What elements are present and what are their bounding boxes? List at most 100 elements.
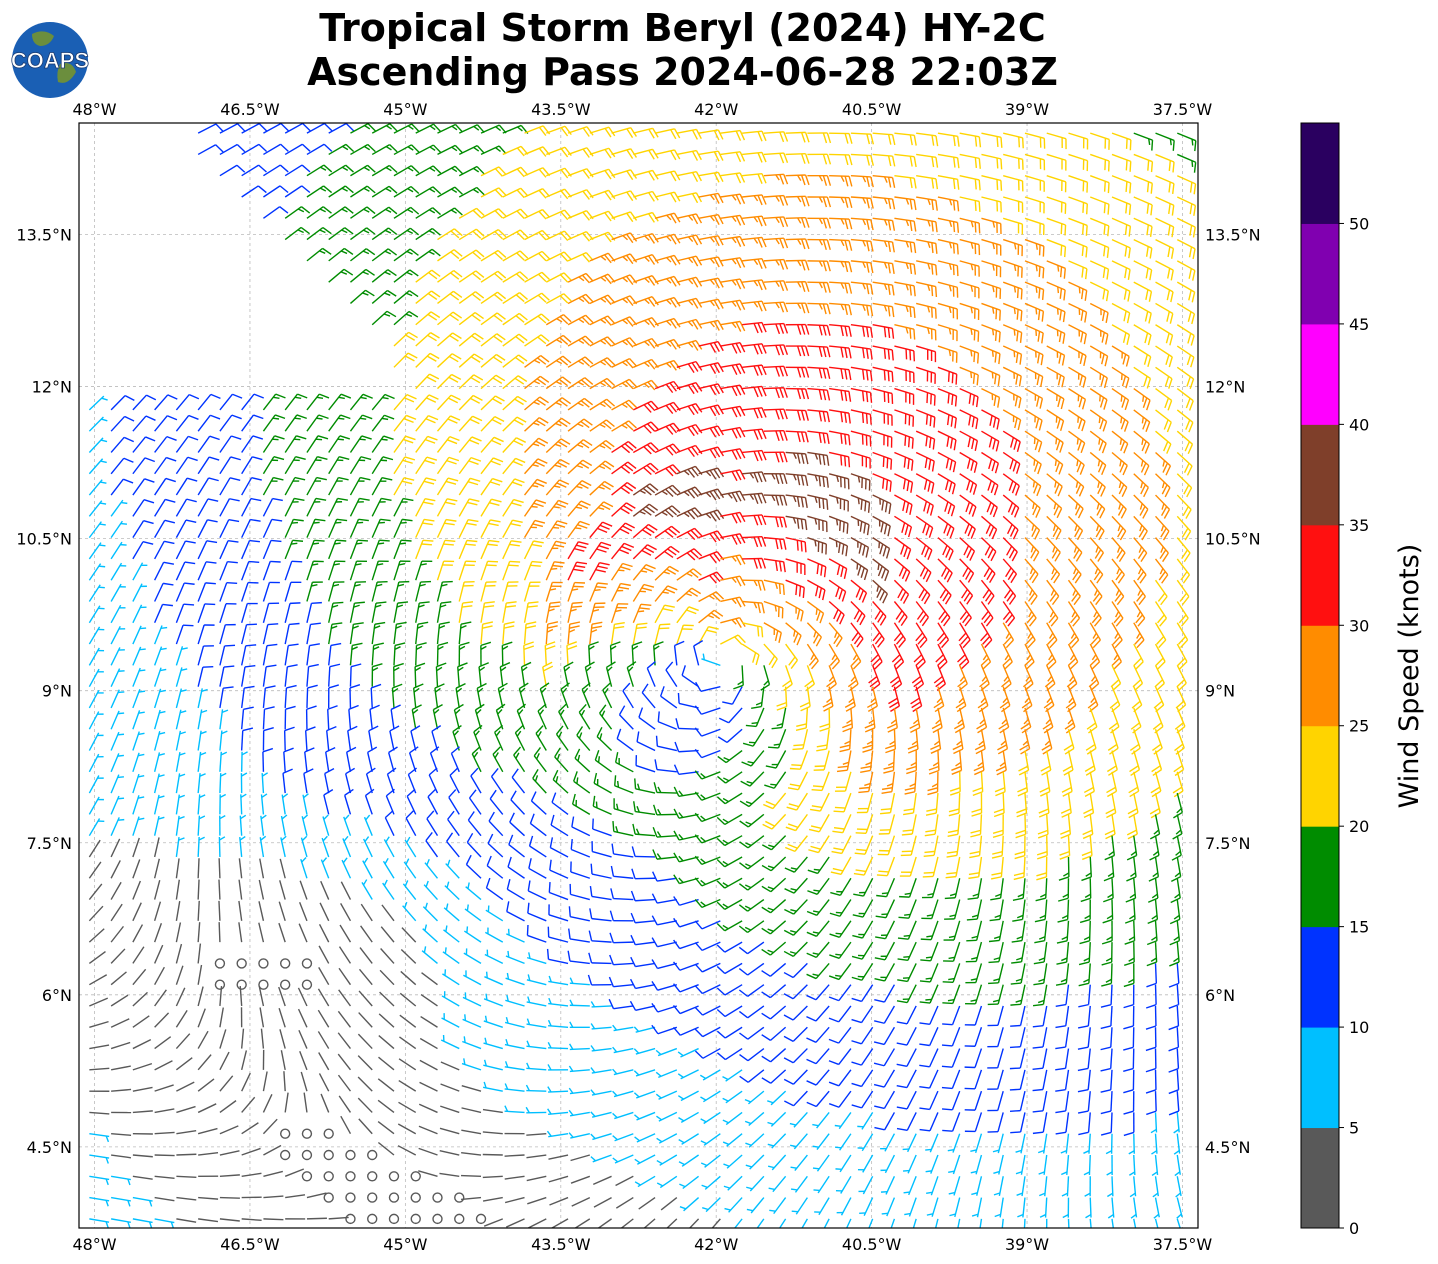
wind-barb [154,989,167,1007]
wind-barb [672,983,699,993]
wind-barb [415,207,441,219]
wind-barb [651,1024,678,1035]
wind-barb [302,793,309,815]
wind-barb [972,771,984,797]
wind-barb [991,835,1004,859]
wind-barb [480,519,501,538]
wind-barb [279,1029,286,1049]
wind-barb [948,1154,961,1175]
wind-barb [933,665,947,691]
wind-barb [1038,793,1050,818]
wind-barb [279,1149,291,1161]
wind-barb [524,334,550,347]
wind-barb [959,260,980,277]
wind-barb [655,1047,678,1057]
wind-barb [1068,260,1088,280]
wind-barb [1011,941,1026,964]
wind-barb [567,459,593,475]
wind-barb [836,750,852,773]
wind-barb [132,816,145,836]
wind-barb [1133,601,1146,627]
wind-barb [1032,1048,1048,1070]
wind-barb [458,394,483,411]
wind-barb [154,435,177,453]
wind-barb [807,387,831,401]
wind-barb [925,1133,939,1153]
wind-barb [941,1090,961,1111]
wind-barb [742,514,767,526]
wind-barb [219,709,229,730]
wind-barb [485,905,504,922]
wind-barb [1133,175,1153,194]
wind-barb [596,727,613,752]
wind-barb [761,899,787,914]
wind-barb [421,946,438,964]
wind-barb [440,1061,460,1071]
wind-barb [790,1133,808,1150]
wind-barb [371,164,398,177]
wind-barb [502,375,528,390]
wind-barb [894,366,915,384]
wind-barb [110,499,128,517]
wind-barb [763,131,789,143]
wind-barb [110,436,135,453]
wind-barb [829,366,852,381]
wind-barb [900,835,917,857]
title-line-1: Tropical Storm Beryl (2024) HY-2C [319,6,1046,50]
wind-barb [548,975,569,986]
wind-barb [483,1218,504,1227]
wind-barb [1149,814,1161,840]
wind-barb [393,165,420,177]
wind-barb [89,974,108,986]
wind-barb [132,583,147,602]
wind-barb [916,196,938,211]
wind-barb [278,922,286,943]
wind-barb [760,665,771,691]
wind-barb [980,601,994,627]
wind-barb [981,324,1001,343]
wind-barb [959,409,979,430]
wind-barb [742,428,767,440]
wind-barb [475,1213,487,1225]
wind-barb [902,1133,917,1153]
wind-barb [502,395,527,411]
wind-barb [678,1111,699,1123]
wind-barb [957,665,968,691]
wind-barb [698,467,725,480]
wind-barb [154,1218,175,1228]
wind-barb [317,1009,330,1028]
wind-barb [807,153,832,165]
wind-barb [480,457,504,475]
wind-barb [110,457,134,475]
wind-barb [988,920,1004,943]
wind-barb [1083,1133,1091,1154]
wind-barb [967,878,983,900]
chart-title: Tropical Storm Beryl (2024) HY-2C Ascend… [120,6,1245,94]
wind-barb [236,958,247,969]
wind-barb [340,881,352,900]
wind-barb [175,435,199,453]
wind-barb [1067,622,1080,649]
wind-barb [458,539,478,560]
wind-barb [916,238,938,254]
wind-barb [259,1007,265,1028]
lat-ticks-left: 13.5°N12°N10.5°N9°N7.5°N6°N4.5°N [16,226,72,1157]
wind-barb [502,292,528,305]
wind-barb [885,729,896,754]
wind-barb [717,728,743,744]
wind-barb [480,581,497,602]
wind-barb [88,951,106,964]
wind-barb [964,1048,983,1069]
wind-barb [698,319,724,331]
wind-barb [634,1154,656,1165]
wind-barb [462,1014,482,1028]
lat-tick-label: 12°N [1205,378,1245,397]
wind-barb [175,477,198,496]
wind-barb [197,688,208,709]
wind-barb [197,1030,209,1049]
wind-barb [850,260,874,274]
wind-barb [1111,366,1130,389]
wind-barb [402,901,417,922]
wind-barb [88,775,104,794]
wind-barb [1089,1218,1092,1228]
